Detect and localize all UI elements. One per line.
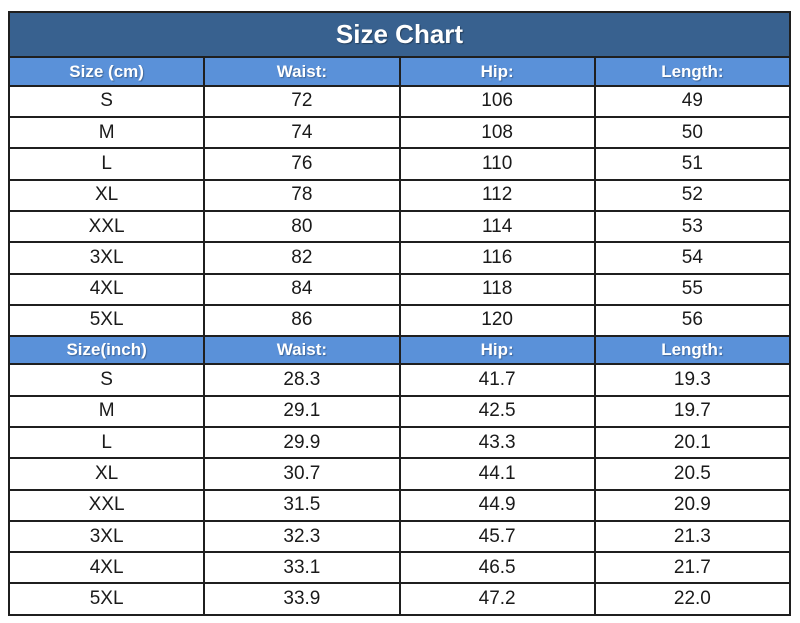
- waist-value: 86: [203, 303, 401, 338]
- table-row: S 72 106 49: [7, 84, 792, 119]
- length-value: 20.9: [593, 488, 792, 522]
- waist-value: 84: [203, 272, 401, 306]
- hip-value: 120: [398, 303, 596, 338]
- chart-title: Size Chart: [8, 10, 791, 59]
- hip-value: 43.3: [398, 425, 596, 460]
- size-cell: M: [7, 394, 206, 428]
- table-row: XXL 80 114 53: [7, 209, 792, 244]
- column-header-waist-cm: Waist:: [203, 56, 401, 87]
- length-value: 52: [593, 178, 792, 212]
- hip-value: 45.7: [398, 519, 596, 554]
- size-cell: S: [7, 84, 206, 119]
- column-header-length-cm: Length:: [593, 56, 792, 87]
- length-value: 19.3: [593, 363, 792, 397]
- hip-value: 114: [398, 209, 596, 244]
- size-cell: 3XL: [7, 241, 206, 275]
- length-value: 19.7: [593, 394, 792, 428]
- table-row: 5XL 86 120 56: [7, 303, 792, 338]
- waist-value: 33.1: [203, 551, 401, 585]
- table-row: 3XL 82 116 54: [7, 241, 792, 275]
- table-row: 4XL 84 118 55: [7, 272, 792, 306]
- waist-value: 29.9: [203, 425, 401, 460]
- header-row-cm: Size (cm) Waist: Hip: Length:: [7, 56, 792, 87]
- table-row: 4XL 33.1 46.5 21.7: [7, 551, 792, 585]
- size-cell: M: [7, 116, 206, 150]
- length-value: 56: [593, 303, 792, 338]
- size-cell: 4XL: [7, 272, 206, 306]
- length-value: 55: [593, 272, 792, 306]
- size-cell: L: [7, 425, 206, 460]
- length-value: 22.0: [593, 582, 792, 616]
- table-row: M 29.1 42.5 19.7: [7, 394, 792, 428]
- table-row: XL 30.7 44.1 20.5: [7, 457, 792, 491]
- header-row-inch: Size(inch) Waist: Hip: Length:: [7, 335, 792, 366]
- table-row: S 28.3 41.7 19.3: [7, 363, 792, 397]
- hip-value: 108: [398, 116, 596, 150]
- hip-value: 46.5: [398, 551, 596, 585]
- hip-value: 106: [398, 84, 596, 119]
- waist-value: 28.3: [203, 363, 401, 397]
- size-chart-table: Size Chart Size (cm) Waist: Hip: Length:…: [7, 10, 792, 616]
- title-row: Size Chart: [8, 10, 791, 59]
- size-cell: XL: [7, 457, 206, 491]
- length-value: 50: [593, 116, 792, 150]
- hip-value: 116: [398, 241, 596, 275]
- hip-value: 44.9: [398, 488, 596, 522]
- table-row: L 29.9 43.3 20.1: [7, 425, 792, 460]
- waist-value: 82: [203, 241, 401, 275]
- hip-value: 118: [398, 272, 596, 306]
- column-header-length-inch: Length:: [593, 335, 792, 366]
- waist-value: 29.1: [203, 394, 401, 428]
- table-row: XL 78 112 52: [7, 178, 792, 212]
- table-row: XXL 31.5 44.9 20.9: [7, 488, 792, 522]
- size-cell: 3XL: [7, 519, 206, 554]
- column-header-size-cm: Size (cm): [7, 56, 206, 87]
- waist-value: 72: [203, 84, 401, 119]
- hip-value: 112: [398, 178, 596, 212]
- column-header-hip-inch: Hip:: [398, 335, 596, 366]
- waist-value: 76: [203, 147, 401, 181]
- hip-value: 42.5: [398, 394, 596, 428]
- waist-value: 31.5: [203, 488, 401, 522]
- column-header-hip-cm: Hip:: [398, 56, 596, 87]
- length-value: 51: [593, 147, 792, 181]
- waist-value: 74: [203, 116, 401, 150]
- size-cell: 4XL: [7, 551, 206, 585]
- size-cell: 5XL: [7, 303, 206, 338]
- column-header-waist-inch: Waist:: [203, 335, 401, 366]
- column-header-size-inch: Size(inch): [7, 335, 206, 366]
- length-value: 20.1: [593, 425, 792, 460]
- table-row: 5XL 33.9 47.2 22.0: [7, 582, 792, 616]
- length-value: 20.5: [593, 457, 792, 491]
- length-value: 49: [593, 84, 792, 119]
- length-value: 21.7: [593, 551, 792, 585]
- hip-value: 44.1: [398, 457, 596, 491]
- size-cell: XXL: [7, 209, 206, 244]
- hip-value: 41.7: [398, 363, 596, 397]
- waist-value: 32.3: [203, 519, 401, 554]
- table-row: M 74 108 50: [7, 116, 792, 150]
- hip-value: 110: [398, 147, 596, 181]
- waist-value: 78: [203, 178, 401, 212]
- waist-value: 33.9: [203, 582, 401, 616]
- size-cell: XL: [7, 178, 206, 212]
- waist-value: 80: [203, 209, 401, 244]
- length-value: 54: [593, 241, 792, 275]
- size-cell: L: [7, 147, 206, 181]
- hip-value: 47.2: [398, 582, 596, 616]
- length-value: 21.3: [593, 519, 792, 554]
- table-row: L 76 110 51: [7, 147, 792, 181]
- size-cell: S: [7, 363, 206, 397]
- size-cell: XXL: [7, 488, 206, 522]
- length-value: 53: [593, 209, 792, 244]
- size-cell: 5XL: [7, 582, 206, 616]
- table-row: 3XL 32.3 45.7 21.3: [7, 519, 792, 554]
- waist-value: 30.7: [203, 457, 401, 491]
